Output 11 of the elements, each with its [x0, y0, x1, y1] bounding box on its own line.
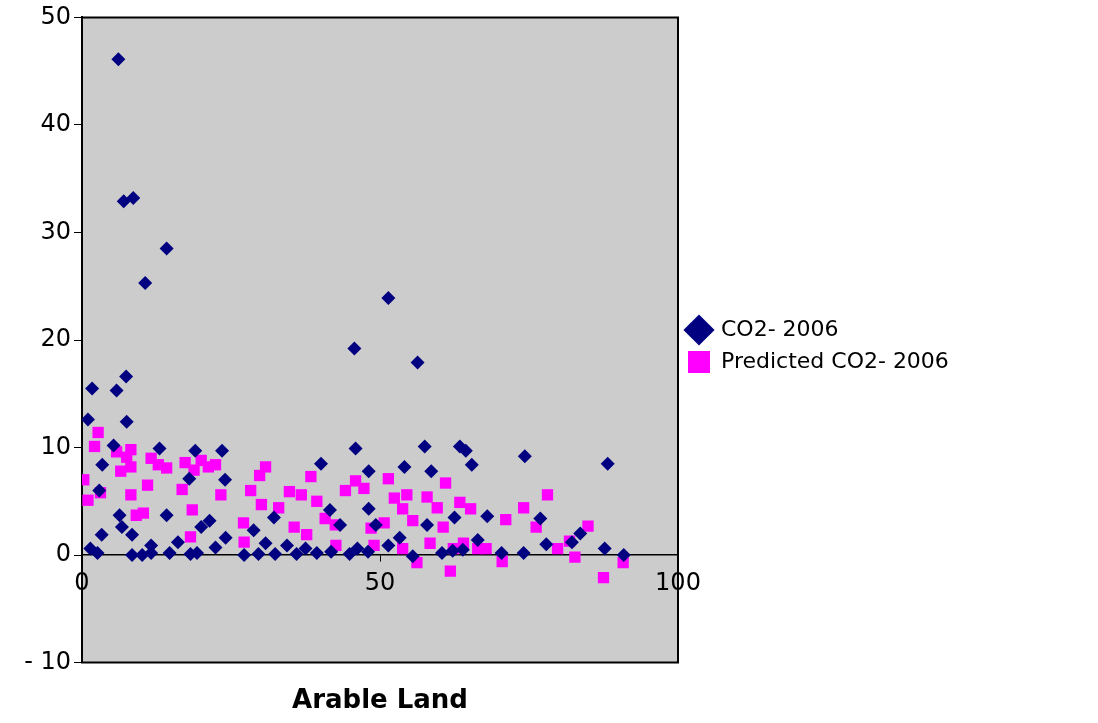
y-tick-label: 50: [40, 1, 71, 30]
y-tick-label: 20: [40, 324, 71, 353]
y-tick-label: 0: [55, 539, 71, 568]
y-tick-label: 40: [40, 109, 71, 138]
x-axis-title: Arable Land: [291, 684, 469, 714]
legend-label: Predicted CO2- 2006: [721, 347, 949, 373]
x-tick-label: 50: [364, 567, 396, 596]
y-tick-label: - 10: [24, 646, 71, 675]
legend-label: CO2- 2006: [721, 315, 839, 341]
y-tick-label: 30: [40, 216, 71, 245]
y-tick-label: 10: [40, 431, 71, 460]
